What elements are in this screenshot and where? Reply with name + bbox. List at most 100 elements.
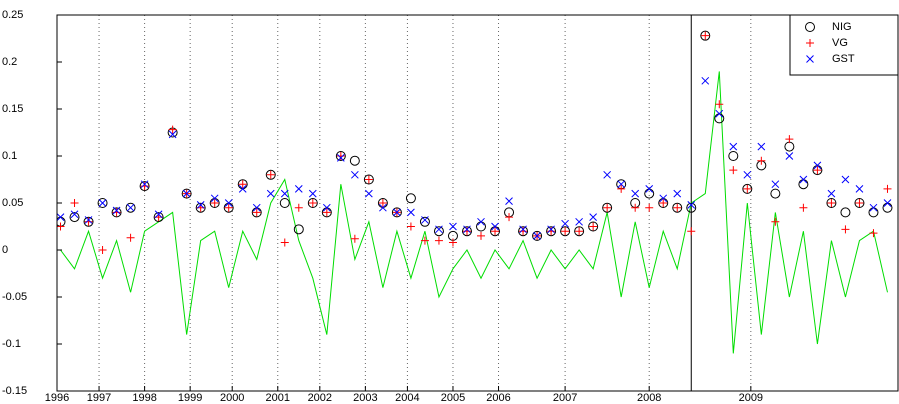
marker-x bbox=[645, 185, 654, 193]
marker-x bbox=[561, 219, 569, 228]
marker-x bbox=[210, 194, 219, 203]
marker-circle bbox=[770, 188, 781, 199]
marker-circle bbox=[546, 226, 557, 237]
grid bbox=[56, 15, 752, 391]
marker-x bbox=[715, 109, 724, 118]
marker-x bbox=[421, 216, 429, 224]
marker-x bbox=[743, 170, 752, 179]
marker-plus bbox=[785, 135, 794, 144]
marker-plus bbox=[561, 227, 570, 236]
marker-circle bbox=[181, 188, 192, 199]
marker-plus bbox=[294, 203, 303, 212]
marker-plus bbox=[589, 222, 598, 231]
x-tick-label: 2009 bbox=[739, 392, 763, 404]
legend-label: VG bbox=[832, 37, 848, 49]
marker-x bbox=[70, 210, 79, 219]
marker-x bbox=[533, 232, 541, 240]
series-line bbox=[60, 71, 888, 354]
marker-plus bbox=[434, 236, 443, 245]
marker-circle bbox=[574, 226, 585, 237]
marker-x bbox=[659, 194, 668, 203]
legend-label: GST bbox=[832, 53, 855, 65]
marker-circle bbox=[279, 198, 290, 208]
marker-x bbox=[603, 170, 612, 179]
marker-plus bbox=[126, 233, 135, 242]
marker-circle bbox=[111, 207, 122, 218]
marker-plus bbox=[252, 208, 261, 217]
marker-plus bbox=[57, 222, 65, 231]
marker-circle bbox=[882, 202, 893, 213]
marker-plus bbox=[168, 125, 177, 134]
marker-circle bbox=[742, 183, 753, 194]
marker-x bbox=[575, 217, 583, 226]
axes: -0.15 -0.1 -0.05 0 0.05 0.1 0.15 0.2 0.25 1996 199… bbox=[2, 9, 899, 404]
marker-circle bbox=[419, 216, 430, 227]
marker-circle bbox=[139, 181, 150, 192]
marker-circle bbox=[83, 216, 94, 227]
marker-x bbox=[477, 217, 485, 226]
marker-circle bbox=[700, 30, 711, 41]
marker-plus bbox=[70, 199, 79, 207]
marker-plus bbox=[477, 231, 486, 240]
x-tick-label: 1997 bbox=[87, 392, 111, 404]
marker-plus bbox=[799, 203, 808, 212]
marker-circle bbox=[602, 202, 613, 213]
marker-circle bbox=[560, 226, 571, 237]
marker-circle bbox=[532, 230, 543, 241]
marker-circle bbox=[476, 221, 487, 232]
x-tick-label: 1998 bbox=[132, 392, 156, 404]
marker-circle bbox=[293, 224, 304, 235]
marker-plus bbox=[140, 182, 149, 191]
marker-x bbox=[379, 203, 387, 212]
marker-x bbox=[266, 189, 275, 198]
marker-x bbox=[813, 161, 822, 170]
x-tick-label: 2005 bbox=[441, 392, 465, 404]
marker-x bbox=[799, 175, 808, 184]
marker-plus bbox=[364, 175, 373, 184]
marker-plus bbox=[813, 166, 822, 175]
marker-x bbox=[729, 142, 738, 151]
marker-plus bbox=[617, 184, 626, 193]
marker-plus bbox=[266, 170, 275, 179]
marker-circle bbox=[840, 207, 851, 218]
marker-x bbox=[238, 185, 247, 193]
marker-plus bbox=[631, 203, 640, 212]
marker-plus bbox=[869, 229, 878, 238]
marker-plus bbox=[308, 199, 317, 207]
marker-plus bbox=[575, 227, 584, 236]
marker-x bbox=[435, 225, 443, 234]
marker-plus bbox=[420, 236, 429, 245]
marker-circle bbox=[265, 169, 276, 180]
marker-x bbox=[308, 189, 317, 198]
marker-circle bbox=[307, 198, 318, 208]
marker-circle bbox=[195, 202, 206, 213]
y-tick-label: 0.05 bbox=[2, 197, 23, 209]
marker-circle bbox=[97, 198, 108, 208]
y-tick-label: 0.25 bbox=[2, 9, 23, 21]
marker-x bbox=[84, 216, 93, 224]
marker-x bbox=[883, 199, 892, 207]
y-tick-label: -0.05 bbox=[2, 291, 27, 303]
marker-x bbox=[57, 213, 65, 221]
marker-x bbox=[168, 130, 177, 139]
y-tick-label: 0.1 bbox=[2, 150, 17, 162]
marker-plus bbox=[841, 225, 850, 234]
marker-x bbox=[140, 180, 149, 189]
marker-circle bbox=[153, 212, 164, 223]
y-tick-label: 0.15 bbox=[2, 103, 23, 115]
marker-plus bbox=[280, 238, 289, 247]
marker-plus bbox=[462, 227, 471, 236]
marker-x bbox=[827, 189, 836, 198]
marker-x bbox=[785, 152, 794, 160]
marker-x bbox=[98, 199, 107, 207]
marker-x bbox=[449, 222, 457, 231]
x-tick-label: 2003 bbox=[353, 392, 377, 404]
marker-plus bbox=[210, 199, 219, 207]
marker-x bbox=[280, 189, 289, 198]
marker-plus bbox=[519, 227, 528, 236]
marker-circle bbox=[125, 202, 136, 213]
marker-plus bbox=[322, 208, 331, 217]
marker-x bbox=[322, 203, 331, 212]
marker-circle bbox=[798, 179, 809, 190]
